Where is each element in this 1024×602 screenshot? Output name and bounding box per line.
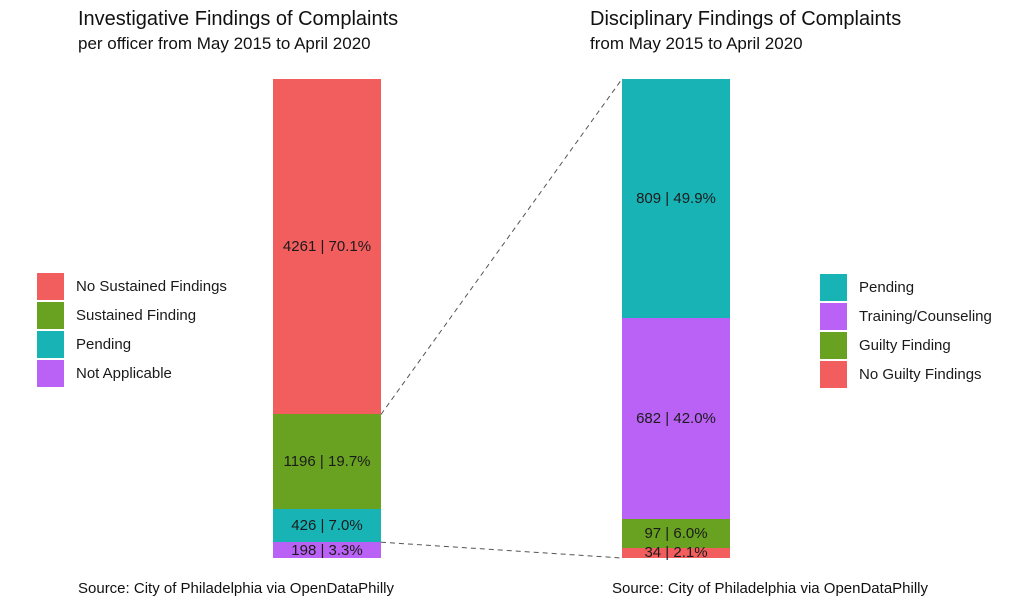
legend-swatch-training-counseling (820, 303, 847, 330)
left-chart-title: Investigative Findings of Complaints (78, 8, 399, 30)
right-chart-legend: Pending Training/Counseling Guilty Finding… (820, 273, 992, 389)
legend-label: Pending (859, 279, 915, 296)
right-stacked-bar: 809 | 49.9% 682 | 42.0% 97 | 6.0% 34 | 2.1% (622, 79, 730, 562)
legend-item-no-guilty-findings: No Guilty Findings (820, 360, 992, 389)
legend-label: No Guilty Findings (859, 366, 982, 383)
bar-segment-label: 682 | 42.0% (636, 410, 716, 428)
bar-segment-no-sustained-findings: 4261 | 70.1% (273, 79, 381, 415)
left-stacked-bar: 4261 | 70.1% 1196 | 19.7% 426 | 7.0% 198 | … (273, 79, 381, 558)
bar-segment-label: 1196 | 19.7% (283, 453, 371, 471)
bar-segment-no-guilty-findings: 34 | 2.1% (622, 544, 730, 562)
legend-label: Guilty Finding (859, 337, 951, 354)
bar-segment-label: 34 | 2.1% (644, 544, 708, 562)
bar-segment-label: 97 | 6.0% (644, 525, 708, 543)
connector-line-bottom (380, 541, 623, 559)
legend-swatch-no-guilty-findings (820, 361, 847, 388)
right-chart-title-block: Disciplinary Findings of Complaints from… (590, 6, 901, 56)
legend-label: Not Applicable (76, 365, 172, 382)
left-chart-title-block: Investigative Findings of Complaints per… (78, 6, 398, 56)
bar-segment-sustained-finding: 1196 | 19.7% (273, 414, 381, 509)
legend-item-guilty-finding: Guilty Finding (820, 331, 992, 360)
legend-swatch-pending (820, 274, 847, 301)
bar-segment-training-counseling: 682 | 42.0% (622, 318, 730, 520)
legend-label: Sustained Finding (76, 307, 197, 324)
legend-item-pending: Pending (820, 273, 992, 302)
bar-segment-label: 198 | 3.3% (291, 541, 363, 559)
legend-swatch-sustained-finding (37, 302, 64, 329)
legend-swatch-not-applicable (37, 360, 64, 387)
legend-label: Training/Counseling (859, 308, 992, 325)
bar-segment-label: 426 | 7.0% (291, 516, 363, 534)
bar-segment-pending: 809 | 49.9% (622, 79, 730, 319)
legend-swatch-guilty-finding (820, 332, 847, 359)
legend-item-no-sustained-findings: No Sustained Findings (37, 272, 227, 301)
legend-item-not-applicable: Not Applicable (37, 359, 227, 388)
bar-segment-guilty-finding: 97 | 6.0% (622, 519, 730, 548)
legend-item-training-counseling: Training/Counseling (820, 302, 992, 331)
connector-line-top (380, 78, 623, 415)
right-chart-subtitle: from May 2015 to April 2020 (590, 34, 803, 53)
left-chart-legend: No Sustained Findings Sustained Finding Pe… (37, 272, 227, 388)
left-chart-subtitle: per officer from May 2015 to April 2020 (78, 34, 371, 53)
left-source-caption: Source: City of Philadelphia via OpenDat… (78, 580, 395, 597)
legend-swatch-no-sustained-findings (37, 273, 64, 300)
bar-segment-label: 4261 | 70.1% (282, 238, 372, 256)
bar-segment-pending: 426 | 7.0% (273, 508, 381, 543)
legend-item-sustained-finding: Sustained Finding (37, 301, 227, 330)
bar-segment-not-applicable: 198 | 3.3% (273, 542, 381, 558)
legend-label: No Sustained Findings (76, 278, 227, 295)
legend-item-pending: Pending (37, 330, 227, 359)
bar-segment-label: 809 | 49.9% (636, 190, 716, 207)
right-source-caption: Source: City of Philadelphia via OpenDat… (612, 580, 929, 597)
legend-label: Pending (76, 336, 132, 353)
right-chart-title: Disciplinary Findings of Complaints (590, 8, 902, 30)
legend-swatch-pending (37, 331, 64, 358)
